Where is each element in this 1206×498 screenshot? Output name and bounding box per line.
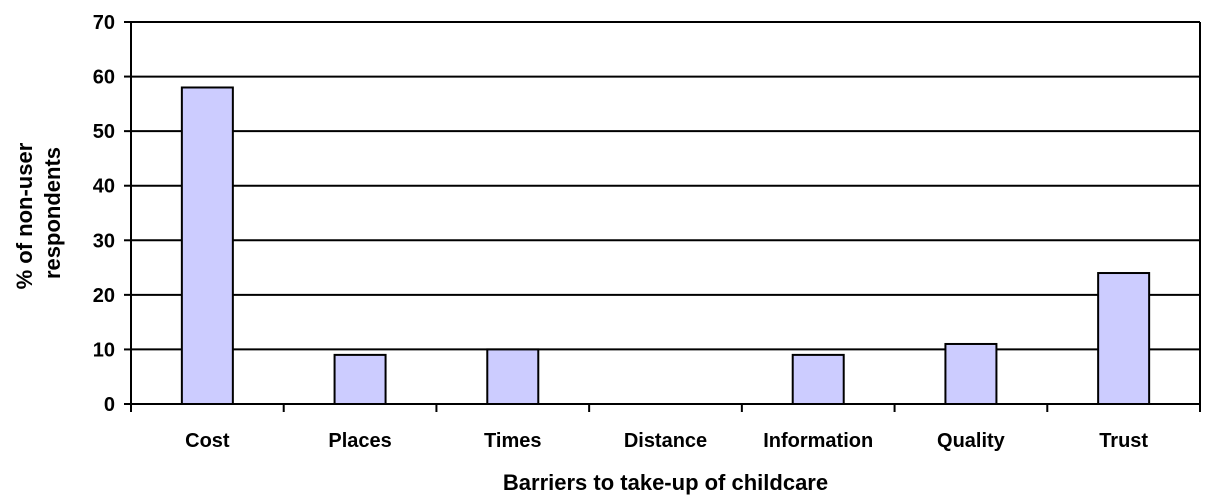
- x-tick-label: Distance: [624, 430, 707, 452]
- bar-times: [486, 348, 540, 405]
- x-tick-labels: Cost Places Times Distance Information Qualit…: [185, 430, 1148, 452]
- bars: [180, 86, 1151, 406]
- bar-quality: [944, 342, 998, 406]
- y-tick-label: 70: [93, 12, 115, 34]
- x-axis-title: Barriers to take-up of childcare: [503, 470, 828, 495]
- x-tick-label: Cost: [185, 430, 230, 452]
- x-tick-label: Trust: [1099, 430, 1148, 452]
- y-axis-title: % of non-user respondents: [12, 137, 65, 290]
- y-tick-label: 0: [104, 394, 115, 416]
- y-tick-labels: 0 10 20 30 40 50 60 70: [93, 12, 115, 416]
- y-tick-label: 20: [93, 285, 115, 307]
- bar-information: [791, 353, 845, 405]
- y-tick-label: 30: [93, 230, 115, 252]
- y-tick-label: 50: [93, 121, 115, 143]
- x-tick-label: Information: [763, 430, 873, 452]
- x-tick-label: Times: [484, 430, 541, 452]
- axes: [124, 21, 1201, 412]
- bar-trust: [1097, 272, 1151, 405]
- y-tick-label: 10: [93, 339, 115, 361]
- y-tick-label: 60: [93, 67, 115, 89]
- y-axis-title-line-1: % of non-user: [12, 142, 37, 289]
- bar-places: [333, 353, 387, 405]
- y-axis-title-line-2: respondents: [40, 147, 65, 279]
- gridlines: [131, 21, 1200, 351]
- x-tick-label: Places: [328, 430, 391, 452]
- bar-cost: [180, 86, 234, 405]
- y-tick-label: 40: [93, 176, 115, 198]
- x-tick-label: Quality: [937, 430, 1006, 452]
